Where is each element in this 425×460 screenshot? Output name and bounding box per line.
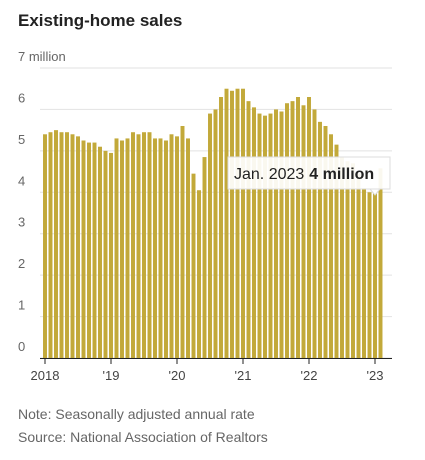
x-tick-label: '21 (235, 368, 252, 383)
bar (351, 163, 355, 358)
bar (307, 97, 311, 358)
bar (109, 152, 113, 358)
bar (285, 103, 289, 358)
bar (213, 109, 218, 358)
bar (81, 140, 86, 358)
bar (164, 140, 168, 358)
y-tick-label: 1 (18, 298, 25, 313)
tooltip-date: Jan. 2023 (234, 166, 304, 183)
bar (202, 157, 207, 358)
bar (158, 138, 163, 358)
tooltip: Jan. 2023 4 million (227, 156, 391, 196)
bar (48, 132, 53, 358)
y-tick-label: 4 (18, 173, 25, 188)
bar (362, 188, 366, 358)
bar (318, 121, 322, 358)
bar (87, 142, 91, 358)
source: Source: National Association of Realtors (18, 429, 268, 445)
tooltip-pointer (368, 188, 382, 196)
bar (197, 190, 201, 358)
bar (263, 115, 267, 359)
x-tick-label: '22 (301, 368, 318, 383)
bar (312, 109, 317, 358)
bar (296, 97, 300, 358)
x-tick-label: '20 (169, 368, 186, 383)
bar (219, 97, 223, 358)
bar (136, 134, 141, 358)
bar (323, 126, 328, 358)
bar (279, 111, 284, 358)
bar (290, 101, 295, 359)
x-tick-label: 2018 (31, 368, 60, 383)
bar (120, 140, 124, 358)
bar (191, 173, 196, 358)
bar (114, 138, 119, 358)
x-tick-label: '19 (103, 368, 120, 383)
tooltip-box (227, 156, 391, 190)
bar (92, 142, 97, 358)
bar (378, 168, 383, 358)
bar (65, 132, 69, 358)
bar (274, 109, 278, 358)
bar (241, 88, 245, 358)
chart-title: Existing-home sales (18, 11, 182, 30)
bar (235, 88, 240, 358)
x-tick-label: '23 (367, 368, 384, 383)
tooltip-text: Jan. 2023 4 million (234, 166, 374, 183)
bar (246, 101, 251, 359)
bar (373, 192, 377, 358)
bar (301, 105, 306, 359)
bar (334, 144, 339, 358)
bar (98, 146, 102, 358)
bar (230, 90, 234, 359)
y-tick-label: 3 (18, 215, 25, 230)
bar (43, 134, 47, 358)
bar (252, 107, 256, 358)
bar (345, 161, 350, 358)
bar (76, 136, 80, 358)
bar (54, 130, 58, 358)
bar (268, 113, 273, 358)
bar (103, 150, 108, 358)
bar (340, 157, 344, 358)
y-tick-label: 7 million (18, 49, 66, 64)
bar (131, 132, 135, 358)
bar (147, 132, 152, 358)
bar (257, 113, 262, 358)
y-tick-label: 0 (18, 339, 25, 354)
bar (329, 134, 333, 358)
bar (180, 126, 185, 358)
bar (175, 136, 179, 358)
bar (59, 132, 64, 358)
bar (142, 132, 146, 358)
bar (70, 134, 75, 358)
bar (169, 134, 174, 358)
bar (125, 138, 130, 358)
bar (153, 138, 157, 358)
bar (224, 88, 229, 358)
tooltip-value: 4 million (309, 166, 374, 183)
y-tick-label: 6 (18, 90, 25, 105)
bar (186, 138, 190, 358)
y-tick-label: 2 (18, 256, 25, 271)
bar (367, 192, 372, 358)
bar (356, 173, 361, 358)
y-tick-label: 5 (18, 132, 25, 147)
note: Note: Seasonally adjusted annual rate (18, 406, 255, 422)
bar (208, 113, 212, 358)
